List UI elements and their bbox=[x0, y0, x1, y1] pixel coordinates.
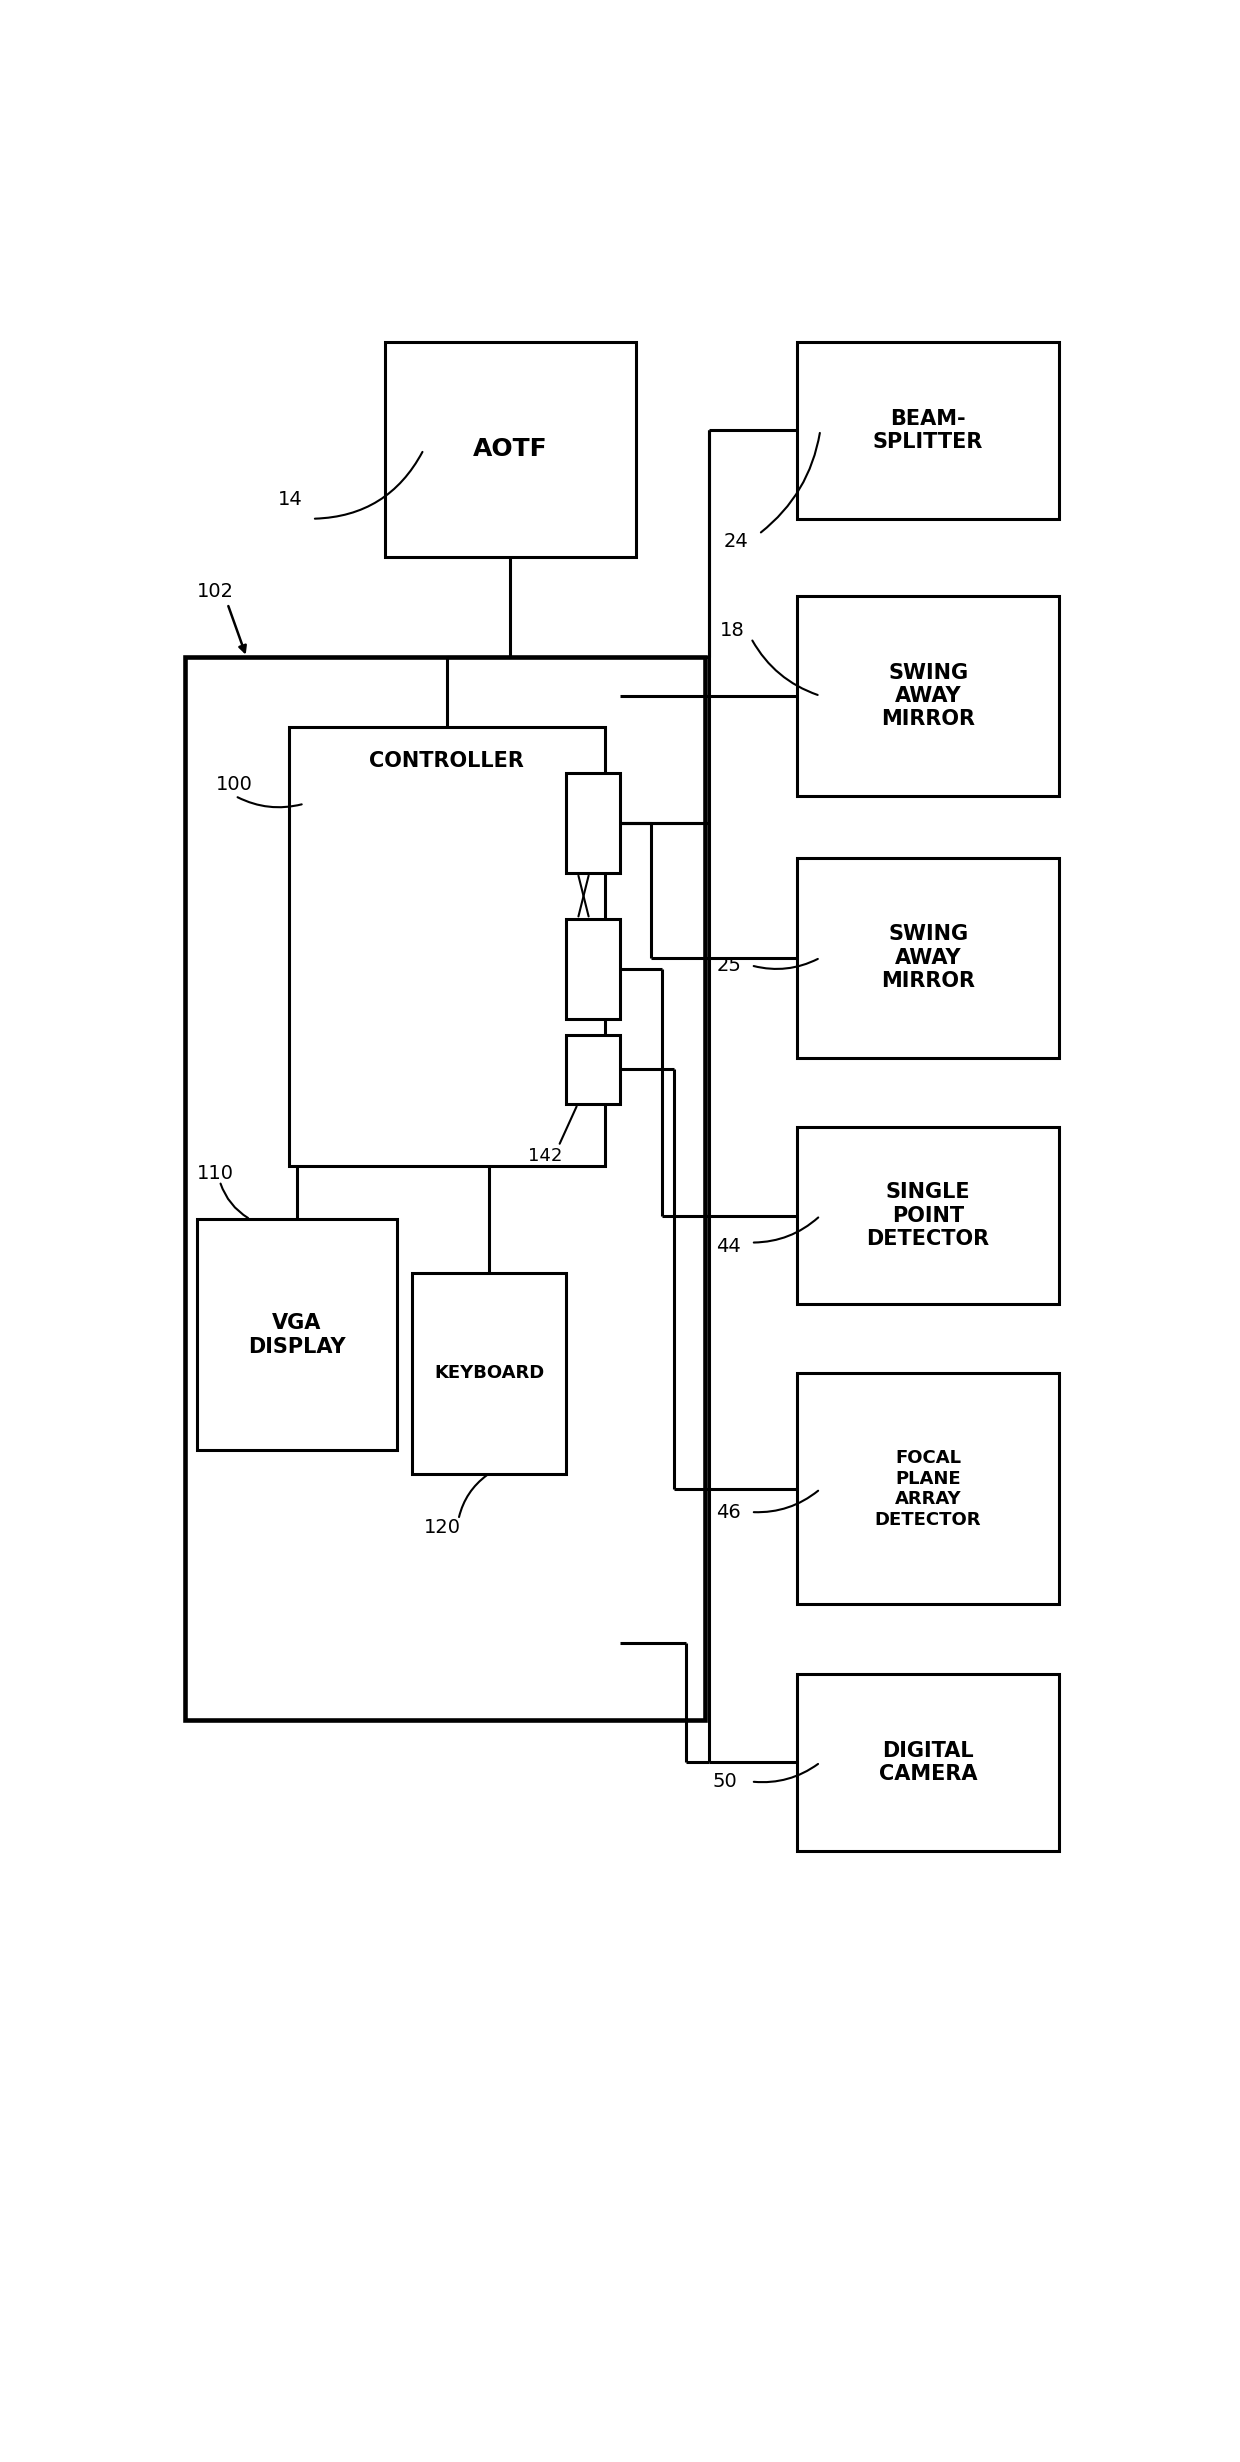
Bar bbox=[797, 1128, 1059, 1305]
Text: AOTF: AOTF bbox=[474, 438, 548, 460]
Text: SWING
AWAY
MIRROR: SWING AWAY MIRROR bbox=[882, 923, 975, 990]
Text: FOCAL
PLANE
ARRAY
DETECTOR: FOCAL PLANE ARRAY DETECTOR bbox=[875, 1448, 981, 1529]
Text: CONTROLLER: CONTROLLER bbox=[370, 751, 525, 771]
Text: 140: 140 bbox=[585, 852, 620, 872]
Bar bbox=[567, 1034, 620, 1103]
Bar bbox=[289, 726, 605, 1165]
Bar bbox=[567, 773, 620, 874]
Bar bbox=[797, 1374, 1059, 1605]
Text: DIGITAL
CAMERA: DIGITAL CAMERA bbox=[879, 1741, 977, 1785]
Text: 50: 50 bbox=[713, 1773, 738, 1790]
Text: 18: 18 bbox=[720, 620, 745, 640]
Text: 24: 24 bbox=[724, 532, 749, 551]
Text: 102: 102 bbox=[197, 583, 233, 601]
Text: 25: 25 bbox=[717, 955, 742, 975]
Bar bbox=[797, 596, 1059, 795]
Text: 110: 110 bbox=[197, 1165, 233, 1182]
Text: 120: 120 bbox=[424, 1519, 461, 1536]
Bar bbox=[797, 1674, 1059, 1851]
Text: 44: 44 bbox=[717, 1236, 742, 1256]
Bar bbox=[797, 342, 1059, 519]
Text: BEAM-
SPLITTER: BEAM- SPLITTER bbox=[873, 409, 983, 453]
Bar bbox=[412, 1273, 567, 1475]
Text: 14: 14 bbox=[278, 490, 303, 510]
Text: SINGLE
POINT
DETECTOR: SINGLE POINT DETECTOR bbox=[867, 1182, 990, 1248]
Bar bbox=[197, 1219, 397, 1450]
Text: 142: 142 bbox=[528, 1147, 562, 1165]
Bar bbox=[797, 857, 1059, 1059]
Text: KEYBOARD: KEYBOARD bbox=[434, 1364, 544, 1384]
Text: VGA
DISPLAY: VGA DISPLAY bbox=[248, 1312, 346, 1357]
Bar bbox=[386, 342, 635, 556]
Text: 46: 46 bbox=[717, 1502, 742, 1522]
Text: SWING
AWAY
MIRROR: SWING AWAY MIRROR bbox=[882, 662, 975, 729]
Bar bbox=[567, 918, 620, 1019]
Text: 100: 100 bbox=[216, 776, 253, 793]
Bar bbox=[185, 657, 704, 1721]
Text: 130: 130 bbox=[585, 921, 620, 940]
